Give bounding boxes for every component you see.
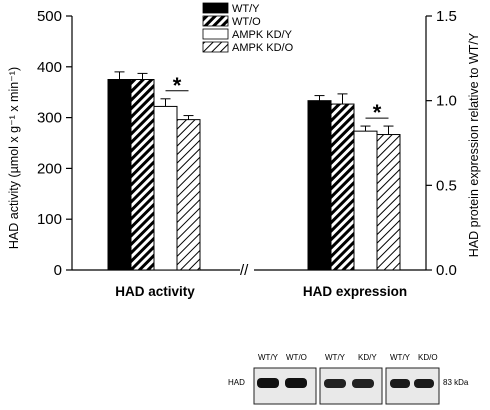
blot-lane-label-2: WT/O	[286, 353, 307, 362]
significance-star-had-activity: *	[173, 73, 182, 98]
legend-swatch-ampk-kd-y	[202, 28, 229, 40]
blot-band-2	[285, 378, 307, 388]
bar-had-activity-wt-o	[130, 79, 155, 271]
right-y-ticks: 0.0 0.5 1.0 1.5	[426, 8, 457, 279]
right-y-axis-title: HAD protein expression relative to WT/Y	[467, 32, 481, 257]
significance-star-had-expression: *	[373, 100, 382, 125]
legend-label-ampk-kd-y: AMPK KD/Y	[232, 29, 293, 41]
blot-lane-label-4: WT/Y	[390, 353, 411, 362]
bar-had-expression-wt-y	[307, 100, 332, 271]
left-y-tick-label: 500	[37, 8, 62, 25]
blot-band-5	[390, 379, 410, 388]
bar-had-expression-ampk-kd-y	[353, 130, 378, 271]
legend-label-wt-o: WT/O	[232, 16, 261, 28]
left-y-tick-label: 200	[37, 160, 62, 177]
blot-row-label: HAD	[228, 378, 245, 387]
legend-swatch-wt-y	[202, 2, 229, 14]
blot-lane-label-3: KD/Y	[358, 353, 377, 362]
left-y-tick-label: 300	[37, 110, 62, 127]
right-y-tick-label: 1.5	[436, 8, 457, 25]
blot-lane-label-6: WT/Y	[325, 353, 346, 362]
left-y-axis-title: HAD activity (µmol x g⁻¹ x min⁻¹)	[7, 67, 21, 249]
bar-had-activity-ampk-kd-o	[176, 119, 201, 271]
left-y-ticks: 0 100 200 300 400 500	[37, 8, 72, 279]
bar-had-activity-wt-y	[107, 79, 132, 271]
blot-size-marker: 83 kDa	[443, 378, 469, 387]
legend-swatch-wt-o	[202, 15, 229, 27]
blot-band-6	[414, 379, 434, 388]
category-label-had-expression: HAD expression	[303, 284, 407, 299]
bar-had-activity-ampk-kd-y	[153, 105, 178, 271]
legend-swatch-ampk-kd-o	[202, 41, 229, 53]
legend-label-ampk-kd-o: AMPK KD/O	[232, 42, 294, 54]
category-label-had-activity: HAD activity	[115, 284, 195, 299]
legend: WT/Y WT/O AMPK KD/Y AMPK KD/O	[202, 2, 294, 54]
right-y-tick-label: 0.0	[436, 262, 457, 279]
left-y-tick-label: 0	[54, 262, 62, 279]
blot-band-3	[324, 379, 346, 388]
western-blot-panel: WT/Y WT/O KD/Y WT/Y KD/O WT/Y HAD 83 kDa	[228, 353, 469, 405]
bars: **	[107, 71, 401, 271]
legend-label-wt-y: WT/Y	[232, 3, 260, 15]
left-y-tick-label: 100	[37, 211, 62, 228]
blot-lane-label-5: KD/O	[418, 353, 438, 362]
right-y-tick-label: 1.0	[436, 93, 457, 110]
bar-had-expression-ampk-kd-o	[376, 134, 401, 271]
blot-band-4	[352, 379, 374, 388]
bar-had-expression-wt-o	[330, 103, 355, 271]
blot-band-1	[257, 378, 279, 388]
left-y-tick-label: 400	[37, 59, 62, 76]
right-y-tick-label: 0.5	[436, 177, 457, 194]
axis-break: //	[240, 262, 249, 279]
blot-lane-label-1: WT/Y	[258, 353, 279, 362]
